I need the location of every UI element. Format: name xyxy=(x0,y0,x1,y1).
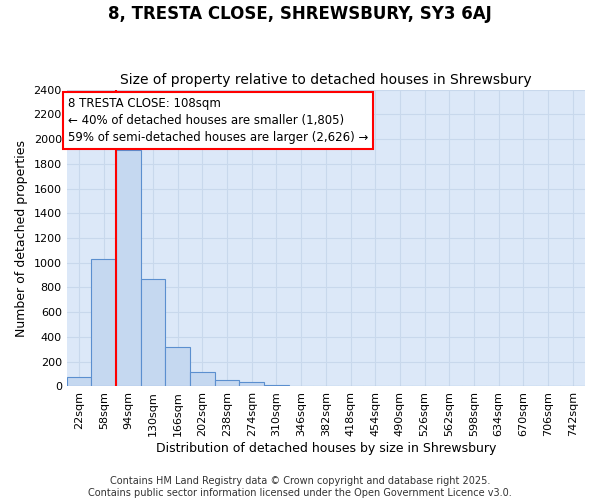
Bar xyxy=(239,382,264,386)
Bar xyxy=(67,376,91,386)
Y-axis label: Number of detached properties: Number of detached properties xyxy=(15,140,28,336)
Text: Contains HM Land Registry data © Crown copyright and database right 2025.
Contai: Contains HM Land Registry data © Crown c… xyxy=(88,476,512,498)
Title: Size of property relative to detached houses in Shrewsbury: Size of property relative to detached ho… xyxy=(120,73,532,87)
Bar xyxy=(116,150,141,386)
Bar xyxy=(264,385,289,386)
Bar xyxy=(141,279,166,386)
Text: 8 TRESTA CLOSE: 108sqm
← 40% of detached houses are smaller (1,805)
59% of semi-: 8 TRESTA CLOSE: 108sqm ← 40% of detached… xyxy=(68,97,368,144)
X-axis label: Distribution of detached houses by size in Shrewsbury: Distribution of detached houses by size … xyxy=(155,442,496,455)
Bar xyxy=(215,380,239,386)
Bar xyxy=(190,372,215,386)
Bar xyxy=(91,259,116,386)
Bar xyxy=(166,347,190,387)
Text: 8, TRESTA CLOSE, SHREWSBURY, SY3 6AJ: 8, TRESTA CLOSE, SHREWSBURY, SY3 6AJ xyxy=(108,5,492,23)
